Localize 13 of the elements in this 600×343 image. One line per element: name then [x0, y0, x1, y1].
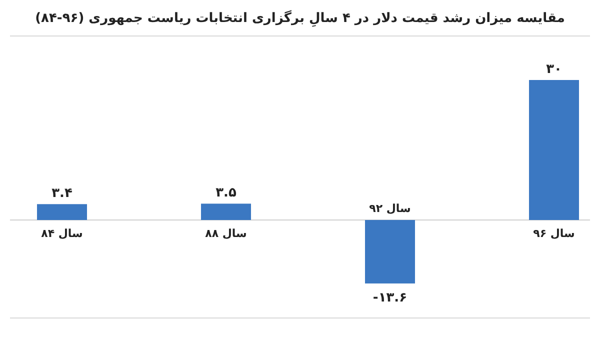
bar	[529, 80, 579, 220]
x-tick-label: سال ۹۶	[533, 227, 575, 240]
data-label: ۳۰	[546, 62, 562, 77]
bar	[365, 220, 415, 284]
bar	[37, 204, 87, 220]
chart-title: مقایسه میزان رشد قیمت دلار در ۴ سالِ برگزاری انتخابات ریاست جمهوری (۹۶-۸۴)	[35, 10, 565, 27]
x-tick-label: سال ۸۸	[205, 227, 247, 240]
x-tick-label: سال ۸۴	[41, 227, 83, 240]
data-label: -۱۳.۶	[372, 290, 408, 306]
data-label: ۳.۴	[52, 186, 72, 202]
data-label: ۳.۵	[216, 186, 236, 201]
x-tick-label: سال ۹۲	[369, 202, 411, 215]
bar	[201, 204, 251, 220]
